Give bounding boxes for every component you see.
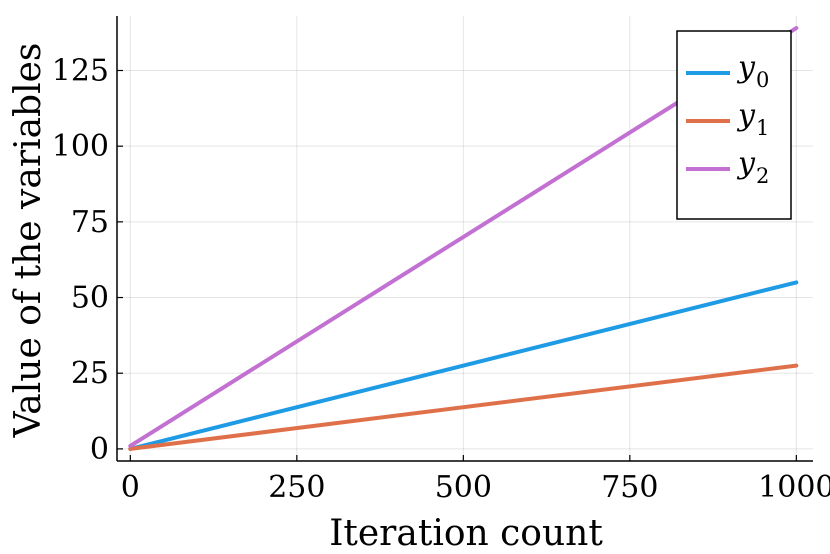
x-axis-label: Iteration count (329, 513, 603, 554)
legend: y0 y1 y2 (676, 30, 792, 220)
x-tick-label-4: 1000 (758, 470, 830, 505)
y-tick-label-3: 75 (71, 205, 109, 240)
y-axis-label: Value of the variables (8, 43, 49, 439)
series-line-y0 (128, 280, 799, 451)
legend-label-y1: y1 (736, 98, 769, 140)
axes (116, 16, 813, 462)
y-tick-label-0: 0 (90, 432, 109, 467)
x-tick-label-3: 750 (601, 470, 658, 505)
legend-label-y2: y2 (736, 146, 769, 188)
y-tick-label-5: 125 (52, 53, 109, 88)
x-tick-label-1: 250 (268, 470, 325, 505)
y-tick-label-2: 50 (71, 281, 109, 316)
series-line-y1 (128, 363, 799, 451)
tick-labels: 0 250 500 750 1000 0 25 50 75 100 125 (52, 53, 830, 505)
x-tick-label-2: 500 (435, 470, 492, 505)
y-tick-label-1: 25 (71, 356, 109, 391)
legend-label-y0: y0 (736, 50, 769, 92)
x-tick-label-0: 0 (121, 470, 140, 505)
y-tick-label-4: 100 (52, 129, 109, 164)
legend-box (676, 30, 792, 220)
